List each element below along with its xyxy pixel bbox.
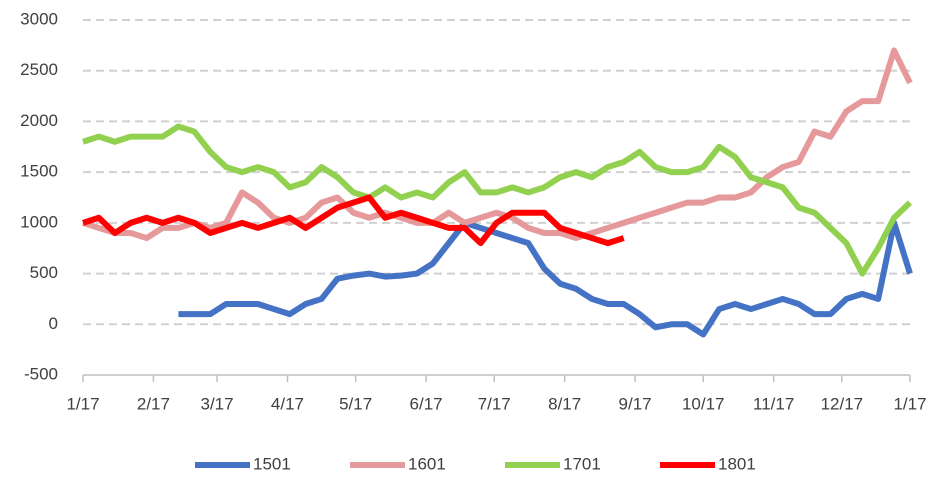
- y-tick-label: 500: [30, 263, 58, 282]
- y-tick-label: 1500: [20, 162, 58, 181]
- x-tick-label: 5/17: [339, 394, 372, 413]
- y-tick-label: 1000: [20, 212, 58, 231]
- x-tick-label: 8/17: [548, 394, 581, 413]
- series-line: [82, 47, 913, 242]
- x-tick-label: 11/17: [753, 394, 794, 413]
- x-tick-label: 10/17: [682, 394, 725, 413]
- x-tick-label: 7/17: [478, 394, 511, 413]
- x-tick-label: 4/17: [271, 394, 304, 413]
- legend-label: 1801: [718, 454, 756, 473]
- x-tick-label: 3/17: [200, 394, 233, 413]
- x-tick-label: 6/17: [410, 394, 443, 413]
- y-tick-label: -500: [24, 364, 58, 383]
- x-tick-label: 1/17: [893, 394, 926, 413]
- series-line: [82, 123, 913, 277]
- legend-label: 1501: [253, 454, 291, 473]
- y-tick-label: 2500: [20, 60, 58, 79]
- x-tick-label: 9/17: [619, 394, 652, 413]
- series-line: [178, 219, 913, 338]
- x-tick-label: 2/17: [137, 394, 170, 413]
- y-tick-label: 0: [49, 314, 58, 333]
- series-line: [82, 194, 625, 247]
- x-tick-label: 1/17: [66, 394, 99, 413]
- y-tick-label: 3000: [20, 9, 58, 28]
- x-tick-label: 12/17: [821, 394, 864, 413]
- legend-label: 1601: [408, 454, 446, 473]
- y-tick-label: 2000: [20, 111, 58, 130]
- legend-label: 1701: [563, 454, 601, 473]
